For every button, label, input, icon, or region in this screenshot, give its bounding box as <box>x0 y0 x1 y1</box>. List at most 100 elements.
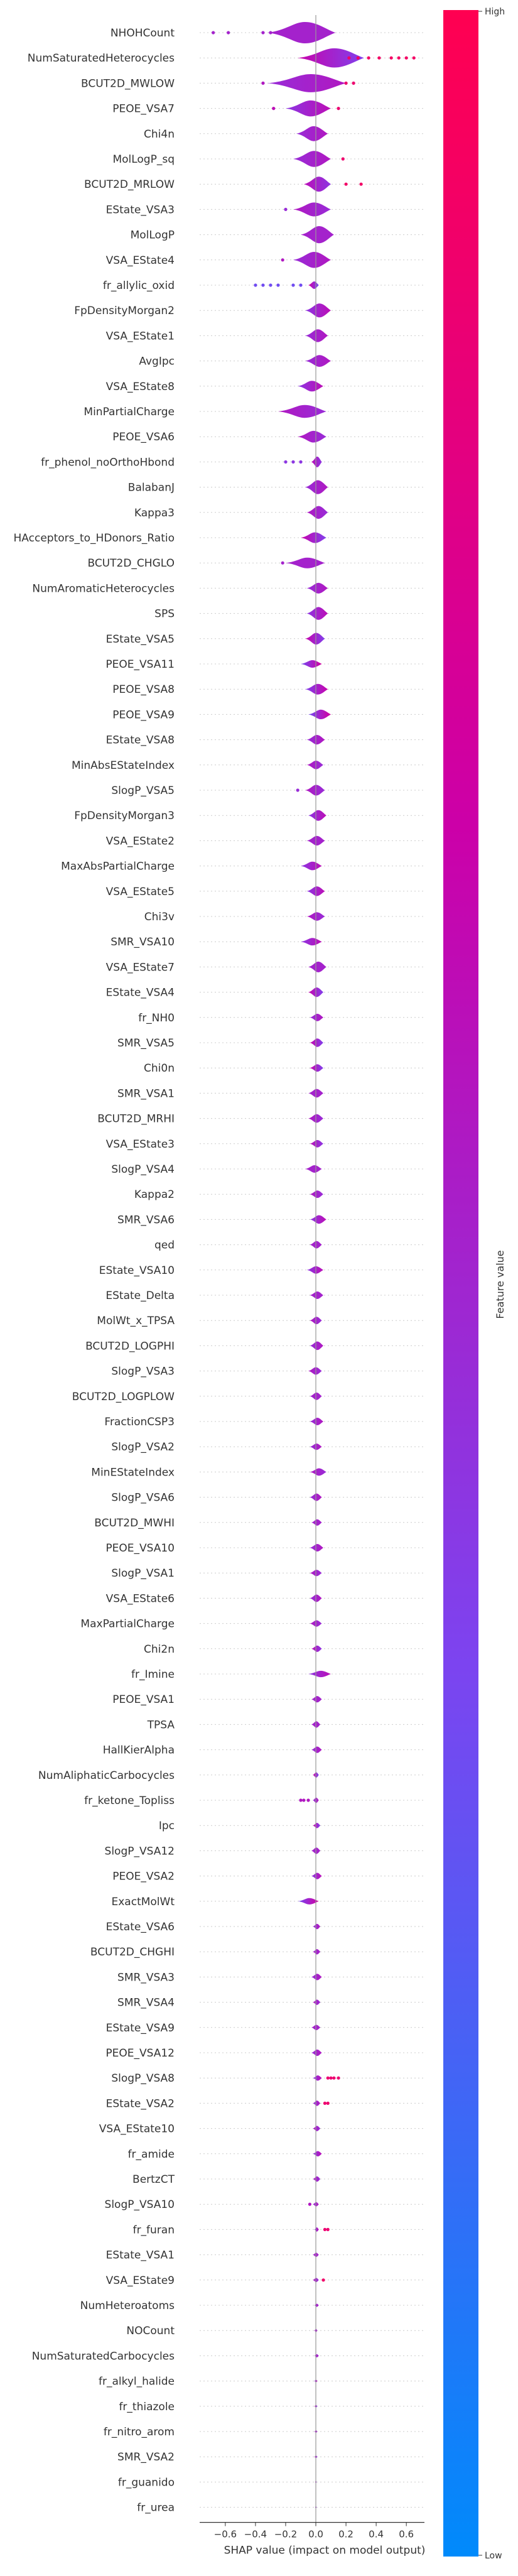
feature-row: MolLogP <box>131 226 424 244</box>
feature-label: FractionCSP3 <box>104 1416 175 1428</box>
feature-label: BCUT2D_LOGPHI <box>85 1340 175 1352</box>
violin-shape <box>313 2100 321 2106</box>
feature-row: SlogP_VSA1 <box>111 1567 424 1580</box>
feature-label: SlogP_VSA1 <box>111 1567 175 1580</box>
feature-label: fr_urea <box>137 2502 175 2514</box>
colorbar-low-label: Low <box>485 2551 502 2561</box>
feature-label: EState_VSA10 <box>99 1264 175 1277</box>
feature-label: fr_Imine <box>131 1668 175 1681</box>
feature-label: MaxPartialCharge <box>80 1618 175 1631</box>
violin-shape <box>313 2176 321 2182</box>
feature-row: VSA_EState1 <box>106 329 424 342</box>
colorbar-high-label: High <box>485 7 505 17</box>
feature-label: ExactMolWt <box>112 1896 175 1908</box>
feature-label: PEOE_VSA2 <box>112 1871 175 1883</box>
outlier-point <box>326 2076 330 2080</box>
feature-row: SlogP_VSA8 <box>111 2072 424 2085</box>
outlier-point <box>299 1798 303 1802</box>
x-ticks: −0.6 −0.4 −0.2 0.0 0.2 0.4 0.6 <box>214 2522 414 2540</box>
violin-shape <box>310 1215 326 1224</box>
feature-label: MinPartialCharge <box>84 406 175 418</box>
feature-label: AvgIpc <box>139 356 175 368</box>
feature-label: PEOE_VSA9 <box>112 709 175 721</box>
feature-label: EState_VSA9 <box>106 2022 175 2035</box>
outlier-point <box>321 2278 325 2282</box>
feature-row: SMR_VSA4 <box>117 1997 424 2009</box>
outlier-point <box>306 1798 310 1802</box>
violin-shape <box>300 861 322 871</box>
feature-label: SMR_VSA2 <box>117 2451 175 2464</box>
feature-label: fr_allylic_oxid <box>103 280 175 292</box>
outlier-point <box>367 56 370 60</box>
feature-label: fr_guanido <box>118 2476 175 2489</box>
outlier-point <box>296 788 299 792</box>
feature-label: NHOHCount <box>111 27 175 40</box>
outlier-point <box>254 283 257 287</box>
feature-label: SlogP_VSA2 <box>111 1441 175 1454</box>
violin-shape <box>310 1190 324 1198</box>
feature-label: SlogP_VSA6 <box>111 1492 175 1504</box>
feature-row: fr_allylic_oxid <box>103 280 424 292</box>
feature-row: fr_Imine <box>131 1668 424 1681</box>
violin-shape <box>308 1367 322 1375</box>
feature-row: Ipc <box>159 1820 424 1832</box>
feature-label: PEOE_VSA10 <box>105 1542 175 1555</box>
outlier-point <box>359 182 363 186</box>
feature-row: SlogP_VSA4 <box>111 1163 424 1176</box>
feature-label: BCUT2D_CHGHI <box>90 1946 175 1959</box>
violin-shape <box>300 660 322 668</box>
violin-shape <box>293 252 332 268</box>
feature-row: SMR_VSA3 <box>117 1971 424 1984</box>
outlier-point <box>291 283 295 287</box>
feature-label: SMR_VSA5 <box>117 1037 175 1050</box>
x-tick-label: −0.6 <box>214 2529 237 2540</box>
feature-row: BCUT2D_LOGPLOW <box>72 1391 424 1403</box>
feature-label: SlogP_VSA8 <box>111 2072 175 2085</box>
outlier-point <box>356 56 360 60</box>
feature-label: BertzCT <box>132 2173 175 2186</box>
feature-row: Kappa3 <box>134 506 424 519</box>
feature-row: SMR_VSA5 <box>117 1037 424 1050</box>
violin-shape <box>305 329 328 342</box>
feature-row: AvgIpc <box>139 355 424 368</box>
feature-label: EState_VSA6 <box>106 1921 175 1933</box>
colorbar-gradient <box>443 10 478 2557</box>
feature-row: SMR_VSA10 <box>111 936 424 948</box>
violin-shape <box>293 202 332 217</box>
outlier-point <box>404 56 408 60</box>
violin-shape <box>305 480 328 494</box>
x-axis-label: SHAP value (impact on model output) <box>224 2545 426 2557</box>
feature-row: BertzCT <box>132 2173 424 2186</box>
violin-shape <box>306 761 324 769</box>
outlier-point <box>302 1798 306 1802</box>
feature-label: SlogP_VSA3 <box>111 1366 175 1378</box>
violin-shape <box>305 303 332 318</box>
outlier-point <box>377 56 381 60</box>
feature-label: NumAromaticHeterocycles <box>32 582 175 595</box>
feature-row: NumAromaticHeterocycles <box>32 582 424 595</box>
feature-row: Chi0n <box>144 1062 424 1075</box>
feature-label: BCUT2D_MWLOW <box>81 77 175 90</box>
feature-label: fr_furan <box>133 2224 175 2236</box>
feature-row: ExactMolWt <box>112 1896 424 1908</box>
violin-shape <box>305 355 332 367</box>
feature-label: MaxAbsPartialCharge <box>61 861 175 873</box>
violin-shape <box>310 1291 324 1299</box>
feature-label: SMR_VSA3 <box>117 1971 175 1984</box>
feature-label: VSA_EState10 <box>99 2123 175 2136</box>
feature-label: EState_VSA2 <box>106 2097 175 2110</box>
feature-row: fr_amide <box>128 2148 424 2161</box>
violin-shape <box>311 1519 322 1526</box>
feature-row: BCUT2D_MRLOW <box>84 177 424 192</box>
feature-label: BCUT2D_LOGPLOW <box>72 1391 175 1403</box>
feature-row: EState_VSA10 <box>99 1264 424 1277</box>
outlier-point <box>269 283 272 287</box>
violin-shape <box>310 1418 324 1425</box>
feature-row: fr_phenol_noOrthoHbond <box>41 456 424 469</box>
feature-row: VSA_EState5 <box>106 886 424 898</box>
feature-label: PEOE_VSA7 <box>112 103 175 116</box>
feature-label: TPSA <box>147 1719 175 1731</box>
violin-shape <box>306 607 328 620</box>
feature-row: fr_NH0 <box>138 1012 424 1024</box>
feature-row: EState_VSA5 <box>106 633 424 646</box>
